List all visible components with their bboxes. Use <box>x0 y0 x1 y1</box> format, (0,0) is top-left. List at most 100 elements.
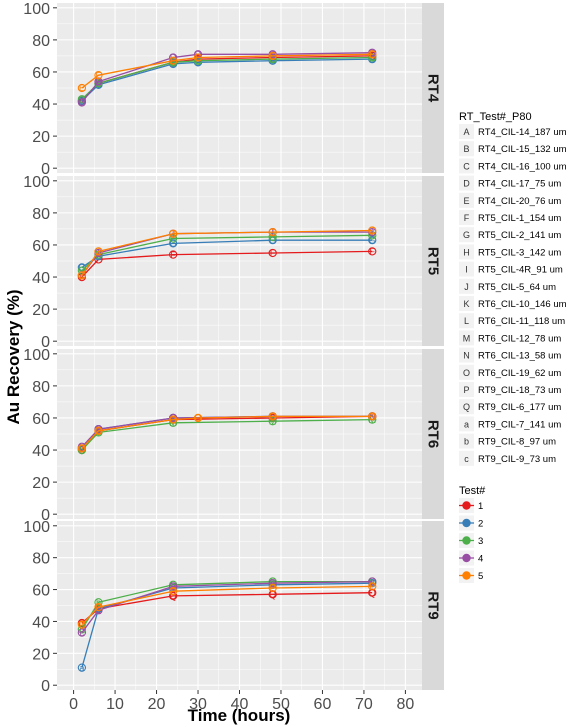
y-tick-label: 80 <box>32 551 50 568</box>
legend-sample-label: RT5_CIL-3_142 um <box>478 247 561 258</box>
series-J: J J J J J <box>77 226 377 281</box>
data-point-letter: D <box>369 48 376 58</box>
data-point <box>268 227 277 237</box>
data-point <box>193 53 203 62</box>
legend-key-letter: F <box>464 213 470 223</box>
facet-strip-label: RT5 <box>425 247 442 275</box>
data-point-letter: H <box>79 266 86 276</box>
data-point <box>368 53 377 62</box>
x-tick-label: 10 <box>106 696 124 713</box>
legend-key-letter: I <box>465 265 468 275</box>
legend-key <box>459 364 474 380</box>
legend-sample-item: G RT5_CIL-2_141 um <box>459 227 561 243</box>
legend-sample-label: RT9_CIL-9_73 um <box>478 454 556 465</box>
data-point <box>168 229 178 238</box>
legend-sample-item: b RT9_CIL-8_97 um <box>459 433 556 449</box>
legend-sample-item: E RT4_CIL-20_76 um <box>459 192 561 208</box>
facet-strip <box>422 3 444 173</box>
legend-key <box>459 124 474 139</box>
data-point-letter: C <box>95 78 102 88</box>
legend-key-letter: L <box>464 316 469 326</box>
data-point-letter: G <box>78 263 85 273</box>
data-point-letter: I <box>97 248 100 258</box>
legend-key <box>459 313 474 329</box>
data-point <box>168 56 178 65</box>
data-point-letter: P <box>79 620 85 630</box>
data-point <box>168 587 178 596</box>
data-point-letter: F <box>270 248 276 258</box>
data-point <box>77 98 87 107</box>
data-point-letter: N <box>95 424 102 434</box>
data-point-letter: A <box>195 54 201 64</box>
legend-key-letter: O <box>463 368 470 378</box>
data-point-letter: E <box>195 53 201 63</box>
legend-key-letter: E <box>463 196 469 206</box>
data-point-letter: b <box>79 625 84 635</box>
data-point-letter: B <box>270 56 276 66</box>
legend-key-letter: D <box>463 179 470 189</box>
legend-key-dot <box>462 553 471 563</box>
data-point <box>168 582 178 591</box>
legend-key-letter: K <box>463 299 469 309</box>
legend-sample-item: J RT5_CIL-5_64 um <box>459 278 556 294</box>
data-point-letter: a <box>79 663 84 673</box>
data-point-letter: L <box>370 412 375 422</box>
legend-test-title: Test# <box>459 485 486 497</box>
x-axis-title: Time (hours) <box>188 706 291 725</box>
series-E: EEE E E E <box>77 50 377 93</box>
data-point <box>77 271 87 280</box>
legend-key <box>459 192 474 208</box>
series-line <box>81 229 373 276</box>
data-point <box>77 444 87 453</box>
data-point-letter: E <box>95 70 101 80</box>
legend-sample-item: A RT4_CIL-14_187 um <box>459 124 567 139</box>
facet-strip <box>422 176 444 346</box>
data-point-letter: P <box>170 586 176 596</box>
data-point <box>368 236 377 245</box>
series-D: D D D D D D <box>77 48 377 108</box>
data-point-letter: Q <box>269 590 276 600</box>
data-point <box>168 415 178 424</box>
data-point-letter: I <box>81 271 84 281</box>
legend-key-letter: Q <box>463 402 470 412</box>
legend-sample-item: Q RT9_CIL-6_177 um <box>459 399 561 415</box>
data-point <box>77 95 87 104</box>
y-tick-label: 40 <box>32 614 50 631</box>
y-tick-label: 60 <box>32 583 50 600</box>
data-point-letter: D <box>95 77 102 87</box>
legend-sample-item: K RT6_CIL-10_146 um <box>459 296 567 311</box>
legend-sample-item: C RT4_CIL-16_100 um <box>459 158 567 174</box>
data-point-letter: C <box>170 58 177 68</box>
y-tick-label: 60 <box>32 65 50 82</box>
legend-sample-item: L RT6_CIL-11_118 um <box>459 313 565 329</box>
y-tick-label: 0 <box>41 334 50 351</box>
legend-test-item: 4 <box>459 550 483 566</box>
data-point <box>193 413 203 423</box>
legend-sample-label: RT5_CIL-4R_91 um <box>478 265 563 276</box>
data-point <box>268 232 277 242</box>
y-tick-label: 60 <box>32 411 50 428</box>
data-point <box>268 248 277 258</box>
legend-key <box>459 141 474 157</box>
legend-test-item: 2 <box>459 515 483 531</box>
legend-key-letter: N <box>463 351 470 361</box>
y-axis-title: Au Recovery (%) <box>4 289 23 424</box>
legend-key-letter: b <box>464 437 469 447</box>
data-point-letter: N <box>170 413 177 423</box>
x-tick-label: 50 <box>272 696 290 713</box>
data-point-letter: c <box>80 628 85 638</box>
data-point-letter: O <box>95 426 102 436</box>
data-point <box>77 625 87 634</box>
data-point-letter: P <box>369 582 375 592</box>
data-point-letter: C <box>79 94 86 104</box>
data-point-letter: D <box>79 98 86 108</box>
data-point-letter: Q <box>170 591 177 601</box>
data-point <box>94 426 103 435</box>
facet-strip-label: RT4 <box>425 74 442 103</box>
data-point-letter: F <box>170 250 176 260</box>
legend-key <box>459 330 474 346</box>
data-point-letter: a <box>370 578 375 588</box>
legend-key-letter: B <box>463 144 469 154</box>
data-point <box>77 83 87 93</box>
